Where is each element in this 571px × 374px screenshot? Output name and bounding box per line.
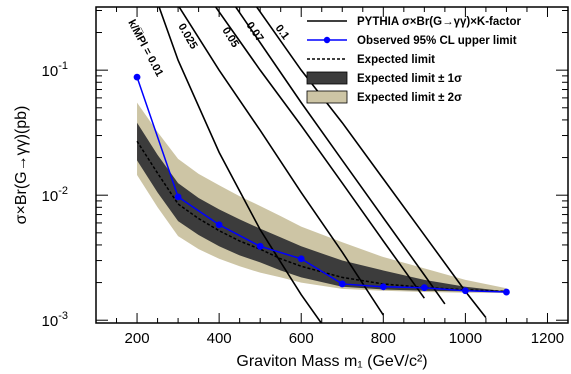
legend-label: PYTHIA σ×Br(G→γγ)×K-factor [357,16,522,28]
x-tick-label: 600 [289,330,314,347]
theory-curve-2 [214,7,425,299]
observed-line [136,76,507,293]
y-tick-label: 10-2 [42,185,68,205]
legend-swatch-marker [323,36,331,44]
x-tick-label: 1200 [531,330,564,347]
legend-item-0: PYTHIA σ×Br(G→γγ)×K-factor [307,16,522,28]
legend: PYTHIA σ×Br(G→γγ)×K-factor Observed 95% C… [306,16,522,104]
observed-point [297,255,305,263]
x-axis-label: Graviton Mass m₁ (GeV/c²) [236,353,427,370]
observed-limit-series [133,73,510,296]
observed-point [420,284,428,292]
observed-point [256,242,264,250]
theory-label-0: k/M̅Pl = 0.01 [125,18,165,79]
observed-point [379,283,387,291]
legend-item-2: Expected limit [307,54,435,66]
theory-label-3: 0.07 [244,20,266,44]
observed-point [174,193,182,201]
theory-labels: k/M̅Pl = 0.01 0.025 0.05 0.07 0.1 [125,18,291,79]
x-tick-label: 1000 [449,330,482,347]
theory-curve-1 [178,7,384,316]
legend-swatch-box [306,71,348,85]
legend-item-3: Expected limit ± 1σ [306,71,462,85]
legend-label: Expected limit [357,54,435,66]
x-tick-label: 400 [207,330,232,347]
legend-swatch-box [306,90,348,104]
legend-item-1: Observed 95% CL upper limit [307,35,517,47]
theory-label-2: 0.05 [219,25,241,50]
y-tick-label: 10-3 [42,310,68,330]
axes: 200 400 600 800 1000 1200 10-3 10-2 10-1 [42,6,569,347]
band-1sigma-area [137,122,507,293]
observed-point [461,287,469,295]
theory-label-1: 0.025 [175,22,199,52]
observed-point [338,280,346,288]
legend-label: Expected limit ± 1σ [357,73,462,85]
theory-curve-3 [234,7,446,305]
observed-point [133,73,141,81]
observed-point [215,221,223,229]
y-axis-label: σ×Br(G→γγ)(pb) [13,106,30,225]
x-tick-label: 800 [371,330,396,347]
band-1sigma [137,122,507,293]
x-tick-label: 200 [125,330,150,347]
legend-label: Expected limit ± 2σ [357,92,462,104]
observed-point [503,288,510,296]
theory-curve-0 [158,7,323,323]
legend-label: Observed 95% CL upper limit [357,35,517,47]
theory-label-4: 0.1 [273,23,292,42]
plot-frame [95,6,569,324]
legend-item-4: Expected limit ± 2σ [306,90,462,104]
y-tick-label: 10-1 [42,60,68,80]
